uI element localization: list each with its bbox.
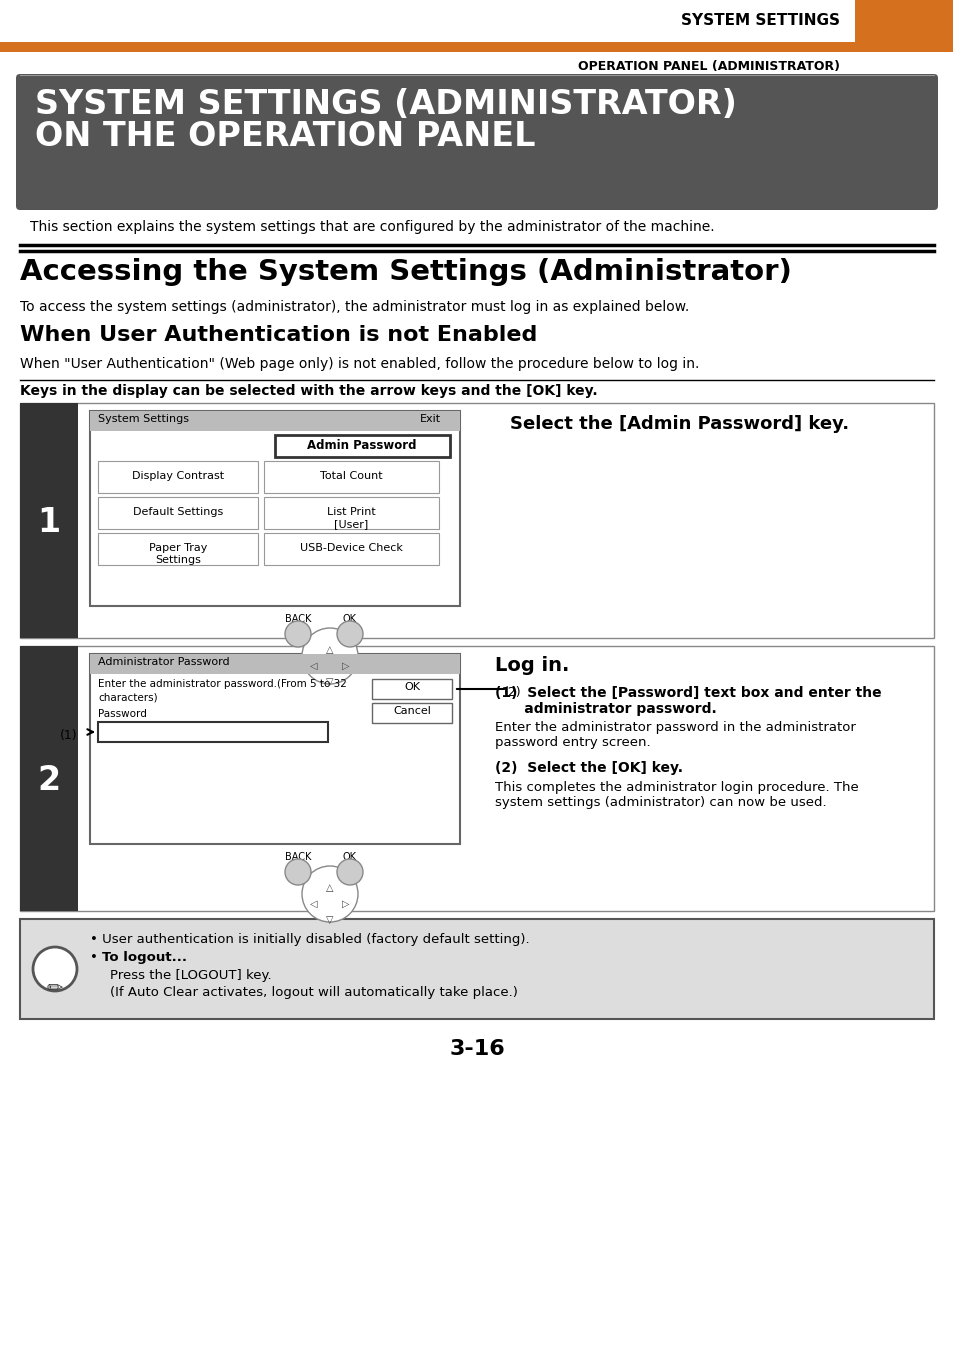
Bar [90,410,459,606]
Bar [264,533,438,566]
Text: △: △ [326,645,334,655]
Bar [98,497,257,529]
Text: system settings (administrator) can now be used.: system settings (administrator) can now … [495,796,825,809]
Bar [274,435,450,458]
Text: BACK: BACK [285,852,311,863]
Circle shape [33,946,77,991]
Text: OPERATION PANEL (ADMINISTRATOR): OPERATION PANEL (ADMINISTRATOR) [578,59,840,73]
Text: BACK: BACK [285,614,311,624]
Bar [849,0,953,50]
Text: When "User Authentication" (Web page only) is not enabled, follow the procedure : When "User Authentication" (Web page onl… [20,356,699,371]
Text: 2: 2 [37,764,60,796]
Text: Keys in the display can be selected with the arrow keys and the [OK] key.: Keys in the display can be selected with… [20,383,597,398]
Text: When User Authentication is not Enabled: When User Authentication is not Enabled [20,325,537,346]
Text: Select the [Admin Password] key.: Select the [Admin Password] key. [510,414,848,433]
Text: • User authentication is initially disabled (factory default setting).: • User authentication is initially disab… [90,933,529,946]
Text: Administrator Password: Administrator Password [98,657,230,667]
Text: System Settings: System Settings [98,414,189,424]
Text: (1)  Select the [Password] text box and enter the: (1) Select the [Password] text box and e… [495,686,881,701]
Bar [20,919,933,1019]
Text: Log in.: Log in. [495,656,569,675]
Text: Admin Password: Admin Password [307,439,416,452]
Text: Enter the administrator password in the administrator: Enter the administrator password in the … [495,721,855,734]
Circle shape [285,859,311,886]
Text: ▷: ▷ [342,899,350,909]
Circle shape [285,621,311,647]
Bar [90,410,459,431]
Bar [98,722,328,742]
Text: Total Count: Total Count [319,471,382,481]
Text: (2): (2) [503,686,521,699]
Text: characters): characters) [98,693,157,703]
Text: List Print
[User]: List Print [User] [326,508,375,529]
Text: ✏: ✏ [47,979,63,998]
Bar [20,404,78,639]
Text: Default Settings: Default Settings [132,508,223,517]
Text: Exit: Exit [419,414,440,424]
Bar [90,653,459,674]
Text: USB-Device Check: USB-Device Check [299,543,402,554]
Circle shape [302,865,357,922]
Text: password entry screen.: password entry screen. [495,736,650,749]
Text: Display Contrast: Display Contrast [132,471,224,481]
Text: OK: OK [343,852,356,863]
Bar [264,497,438,529]
Text: Password: Password [98,709,147,720]
Text: (If Auto Clear activates, logout will automatically take place.): (If Auto Clear activates, logout will au… [110,986,517,999]
Text: ◁: ◁ [310,899,317,909]
Text: This completes the administrator login procedure. The: This completes the administrator login p… [495,782,858,794]
Bar [0,0,854,42]
Text: administrator password.: administrator password. [495,702,716,716]
Text: (2)  Select the [OK] key.: (2) Select the [OK] key. [495,761,682,775]
Text: To logout...: To logout... [102,950,187,964]
Circle shape [336,621,363,647]
Text: 1: 1 [37,506,60,539]
Text: •: • [90,950,102,964]
Text: Enter the administrator password.(From 5 to 32: Enter the administrator password.(From 5… [98,679,347,688]
Text: 3-16: 3-16 [449,1040,504,1058]
Bar [0,42,953,53]
Text: Paper Tray
Settings: Paper Tray Settings [149,543,207,564]
Bar [98,533,257,566]
Bar [90,653,459,844]
Circle shape [302,628,357,684]
Text: ▷: ▷ [342,662,350,671]
Circle shape [336,859,363,886]
Bar [20,647,78,911]
Text: ▽: ▽ [326,915,334,925]
Text: (1): (1) [60,729,77,742]
Text: OK: OK [343,614,356,624]
Text: ◁: ◁ [310,662,317,671]
Text: Accessing the System Settings (Administrator): Accessing the System Settings (Administr… [20,258,791,286]
Text: This section explains the system settings that are configured by the administrat: This section explains the system setting… [30,220,714,234]
Bar [98,460,257,493]
Bar [372,679,452,699]
Text: ▽: ▽ [326,676,334,687]
Text: OK: OK [403,682,419,693]
Text: ON THE OPERATION PANEL: ON THE OPERATION PANEL [35,120,535,153]
FancyBboxPatch shape [16,74,937,211]
Text: △: △ [326,883,334,892]
Bar [20,647,933,911]
Bar [264,460,438,493]
Text: SYSTEM SETTINGS (ADMINISTRATOR): SYSTEM SETTINGS (ADMINISTRATOR) [35,88,736,122]
Text: Press the [LOGOUT] key.: Press the [LOGOUT] key. [110,969,272,981]
Text: Cancel: Cancel [393,706,431,716]
Bar [372,703,452,724]
Text: To access the system settings (administrator), the administrator must log in as : To access the system settings (administr… [20,300,688,315]
Bar [20,404,933,639]
Text: SYSTEM SETTINGS: SYSTEM SETTINGS [680,14,840,28]
